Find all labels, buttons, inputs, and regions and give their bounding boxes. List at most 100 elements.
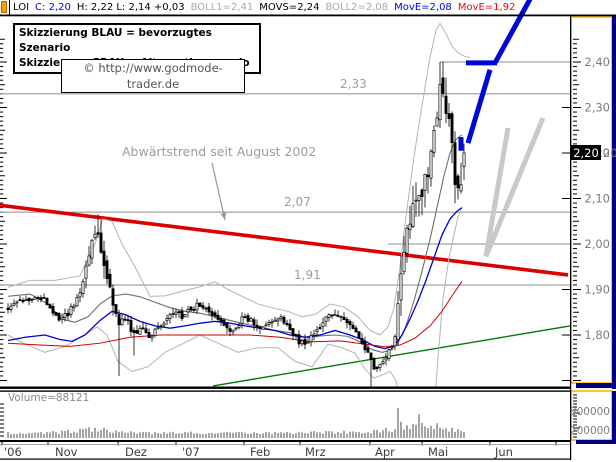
indicator-lines xyxy=(7,22,471,387)
level-label: 2,33 xyxy=(340,77,367,91)
candle xyxy=(345,319,349,324)
candle xyxy=(117,314,121,326)
candle xyxy=(132,330,136,333)
header-divider xyxy=(9,0,10,15)
candle xyxy=(438,83,442,121)
price-axis-label: 2,00 xyxy=(584,237,610,251)
candle xyxy=(12,302,16,306)
candle xyxy=(261,326,265,330)
candle xyxy=(462,152,466,167)
trend-lines xyxy=(0,203,571,387)
candle xyxy=(279,316,283,320)
candle xyxy=(294,334,298,337)
candle xyxy=(318,327,322,330)
candle xyxy=(300,340,304,345)
candle xyxy=(159,325,163,328)
date-label: Mrz xyxy=(305,445,326,459)
candle xyxy=(162,322,166,326)
candle xyxy=(174,311,178,315)
candle xyxy=(387,349,391,360)
candle xyxy=(336,314,340,317)
covered-label-remnant: 20 xyxy=(603,146,616,160)
candle xyxy=(288,323,292,331)
candle xyxy=(369,352,373,360)
candle xyxy=(378,363,382,368)
candle xyxy=(384,357,388,361)
gray-scenario-segment xyxy=(483,127,511,257)
quote-high-low-change: H: 2,22 L: 2,14 +0,03 xyxy=(76,2,185,13)
candle xyxy=(66,312,70,317)
candle xyxy=(231,329,235,333)
candle xyxy=(96,232,100,235)
annotation-arrowhead xyxy=(220,212,227,220)
current-price-marker: 2,20 20 xyxy=(571,145,616,160)
candle xyxy=(198,302,202,307)
candle xyxy=(147,332,151,338)
candle xyxy=(270,321,274,324)
candle xyxy=(435,117,439,127)
candle xyxy=(30,298,34,301)
candle xyxy=(324,316,328,322)
indicator-boll2: BOLL2=2,08 xyxy=(325,2,389,13)
candle xyxy=(183,314,187,318)
candle xyxy=(48,304,52,309)
candle xyxy=(186,309,190,313)
candle xyxy=(141,327,145,330)
candle xyxy=(423,173,427,191)
candle xyxy=(171,313,175,315)
candle xyxy=(78,292,82,298)
annotation-arrow-line xyxy=(211,162,226,221)
candle xyxy=(111,288,115,306)
candle xyxy=(348,321,352,326)
uptrend-line xyxy=(212,325,571,387)
candle xyxy=(297,334,301,345)
candle xyxy=(72,305,76,309)
candle xyxy=(177,311,181,314)
candle xyxy=(99,232,103,253)
annotation: Abwärtstrend seit August 2002 xyxy=(122,144,316,221)
axis-panels[interactable] xyxy=(570,16,616,444)
candle xyxy=(126,319,130,321)
candle xyxy=(258,326,262,329)
candle xyxy=(327,314,331,318)
price-axis-panel[interactable] xyxy=(570,16,613,384)
candle xyxy=(456,175,460,189)
candle xyxy=(222,319,226,326)
app-icon[interactable] xyxy=(1,1,7,13)
candle xyxy=(306,341,310,344)
scenario-blue xyxy=(458,0,533,151)
candle xyxy=(6,307,10,311)
candle xyxy=(444,95,448,114)
candle xyxy=(9,305,13,310)
candle xyxy=(276,318,280,322)
candle xyxy=(372,358,376,370)
level-label: 2,07 xyxy=(284,195,311,209)
candle xyxy=(33,297,37,300)
price-axis-label: 2,40 xyxy=(584,55,610,69)
candle xyxy=(156,326,160,329)
candle xyxy=(36,297,40,300)
candle xyxy=(114,304,118,314)
candle xyxy=(87,255,91,266)
date-label: Jun xyxy=(494,445,513,459)
blue-scenario-segment xyxy=(465,69,493,144)
candle xyxy=(333,313,337,317)
date-axis[interactable]: '06 Nov Dez '07 Feb Mrz Apr Mai Jun xyxy=(4,445,513,459)
scenario-gray xyxy=(483,117,546,258)
candle xyxy=(81,281,85,295)
candle xyxy=(219,318,223,322)
candle xyxy=(204,307,208,310)
candle xyxy=(150,335,154,339)
candle xyxy=(393,336,397,347)
indicator-movs: MOVS=2,24 xyxy=(259,2,320,13)
candle xyxy=(165,317,169,322)
candle xyxy=(414,199,418,202)
candle xyxy=(129,320,133,332)
date-label: Nov xyxy=(55,445,78,459)
downtrend-line xyxy=(0,203,569,277)
indicator-boll1: BOLL1=2,41 xyxy=(190,2,254,13)
price-axis-label: 1,90 xyxy=(584,283,610,297)
candle xyxy=(321,322,325,327)
